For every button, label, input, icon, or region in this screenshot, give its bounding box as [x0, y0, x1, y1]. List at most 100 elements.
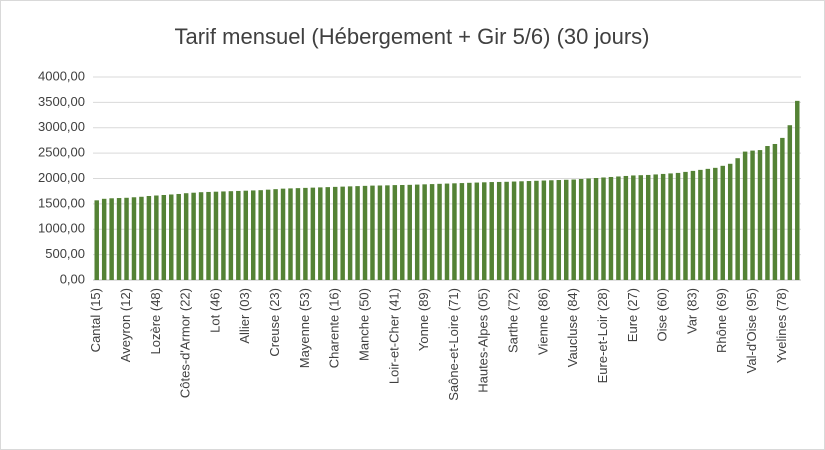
x-tick-label: Lot (46)	[207, 288, 222, 333]
bar	[772, 143, 778, 280]
bar	[370, 185, 375, 280]
bar	[116, 198, 122, 280]
y-tick-label: 3000,00	[38, 119, 85, 134]
x-tick-label: Mayenne (53)	[297, 288, 312, 368]
bar	[467, 182, 472, 280]
bar	[780, 137, 785, 280]
bar	[601, 177, 606, 280]
bar	[318, 187, 323, 280]
x-tick-label: Yonne (89)	[416, 288, 431, 351]
bar	[727, 163, 733, 280]
x-tick-label: Yvelines (78)	[774, 288, 789, 363]
bar	[273, 189, 278, 280]
bar	[325, 187, 330, 280]
x-tick-label: Lozère (48)	[148, 288, 163, 354]
x-tick-label: Rhône (69)	[714, 288, 729, 353]
bar	[541, 180, 547, 280]
y-tick-label: 500,00	[45, 246, 85, 261]
bar	[280, 188, 286, 280]
x-tick-label: Côtes-d'Armor (22)	[178, 288, 193, 398]
x-tick-label: Aveyron (12)	[118, 288, 133, 362]
bar	[705, 168, 711, 280]
x-tick-label: Sarthe (72)	[506, 288, 521, 353]
bar	[616, 176, 621, 280]
bar	[183, 193, 189, 280]
bar	[459, 183, 465, 280]
bar	[169, 194, 174, 280]
bar	[489, 182, 494, 280]
bar	[131, 197, 137, 280]
bar	[154, 195, 159, 280]
bar	[675, 172, 681, 280]
bar	[198, 192, 204, 280]
bar	[243, 190, 249, 280]
bar	[213, 191, 219, 280]
bar	[526, 181, 532, 280]
bar	[660, 173, 666, 280]
bar	[519, 181, 524, 280]
x-tick-label: Cantal (15)	[88, 288, 103, 352]
chart-title: Tarif mensuel (Hébergement + Gir 5/6) (3…	[174, 24, 649, 49]
bar	[482, 182, 487, 280]
bar	[765, 146, 770, 280]
x-tick-label: Vaucluse (84)	[565, 288, 580, 367]
bar	[564, 179, 569, 280]
bar	[720, 165, 725, 280]
x-tick-label: Hautes-Alpes (05)	[476, 288, 491, 393]
bar	[474, 182, 480, 280]
bar	[258, 190, 263, 280]
bar	[713, 167, 718, 280]
bar	[221, 191, 226, 280]
x-tick-label: Val-d'Oise (95)	[744, 288, 759, 373]
bar	[795, 100, 800, 280]
y-tick-label: 1000,00	[38, 221, 85, 236]
bar	[94, 200, 99, 280]
bar	[377, 185, 383, 280]
bar	[742, 151, 748, 280]
bar	[355, 186, 360, 280]
bar	[101, 198, 107, 280]
bar	[400, 184, 405, 280]
bar	[586, 178, 591, 280]
bar	[206, 191, 211, 280]
bar	[444, 183, 450, 280]
bar	[653, 174, 658, 280]
bar	[511, 181, 517, 280]
y-tick-label: 2500,00	[38, 145, 85, 160]
bar	[303, 187, 308, 280]
bar	[288, 188, 293, 280]
bar	[347, 186, 353, 280]
x-tick-label: Saône-et-Loire (71)	[446, 288, 461, 401]
bar	[631, 175, 636, 280]
bar	[683, 171, 688, 280]
bar	[124, 197, 129, 280]
y-tick-label: 2000,00	[38, 170, 85, 185]
bar	[571, 179, 576, 280]
bar	[638, 175, 644, 280]
bar	[623, 175, 629, 280]
bar	[757, 150, 763, 280]
bar	[750, 150, 755, 280]
bar	[608, 176, 614, 280]
bar	[265, 189, 271, 280]
bar	[332, 186, 338, 280]
x-tick-label: Allier (03)	[237, 288, 252, 344]
x-tick-label: Loir-et-Cher (41)	[386, 288, 401, 384]
bar	[407, 184, 412, 280]
bar	[109, 198, 114, 280]
x-tick-label: Creuse (23)	[267, 288, 282, 357]
bar	[735, 158, 740, 280]
bar	[414, 184, 420, 280]
bar	[593, 177, 599, 280]
bar	[310, 187, 316, 280]
bar	[250, 190, 256, 280]
bar	[191, 192, 196, 280]
bar	[645, 174, 651, 280]
bar	[429, 184, 435, 280]
bar	[362, 185, 368, 280]
bar	[176, 193, 181, 280]
y-tick-label: 4000,00	[38, 68, 85, 83]
bar	[139, 196, 144, 280]
x-tick-label: Oise (60)	[655, 288, 670, 341]
